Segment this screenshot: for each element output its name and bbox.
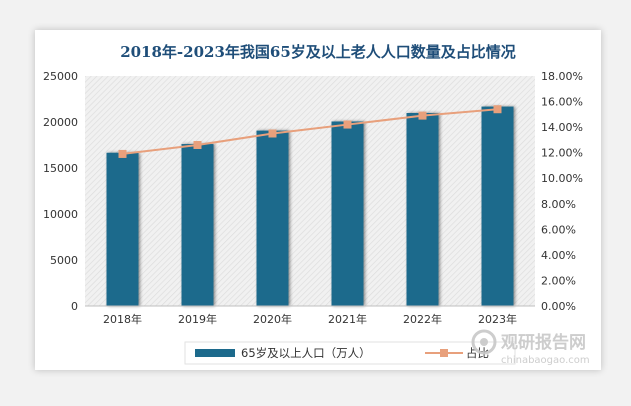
left-tick-label: 0 [71, 300, 78, 313]
legend-swatch-bar [195, 349, 235, 357]
plot-area [85, 76, 535, 306]
left-tick-label: 20000 [43, 116, 78, 129]
left-tick-label: 15000 [43, 162, 78, 175]
line-series [118, 105, 502, 158]
right-tick-label: 4.00% [541, 249, 576, 262]
right-tick-label: 0.00% [541, 300, 576, 313]
watermark-url: chinabaogao.com [501, 355, 590, 366]
bar [106, 152, 139, 306]
x-tick-label: 2023年 [478, 312, 517, 326]
right-tick-label: 10.00% [541, 172, 583, 185]
right-tick-label: 2.00% [541, 274, 576, 287]
x-tick-label: 2022年 [403, 312, 442, 326]
x-tick-label: 2019年 [178, 312, 217, 326]
right-tick-label: 8.00% [541, 198, 576, 211]
watermark-brand: 观研报告网 [500, 332, 586, 353]
x-axis: 2018年 2019年 2020年 2021年 2022年 2023年 [103, 312, 517, 326]
left-axis: 0 5000 10000 15000 20000 25000 [43, 70, 78, 313]
bar [181, 144, 214, 306]
legend-label-line: 占比 [466, 346, 489, 360]
line-point [118, 149, 127, 158]
right-axis: 0.00% 2.00% 4.00% 6.00% 8.00% 10.00% 12.00% 14.… [541, 70, 583, 313]
bar [406, 113, 439, 306]
legend-label-bar: 65岁及以上人口（万人） [241, 346, 371, 360]
line-point [268, 129, 277, 138]
share-line [122, 108, 498, 155]
right-tick-label: 18.00% [541, 70, 583, 83]
chart-card: 2018年-2023年我国65岁及以上老人人口数量及占比情况 0 5000 1000… [35, 30, 601, 370]
right-tick-label: 12.00% [541, 147, 583, 160]
left-tick-label: 5000 [50, 254, 78, 267]
right-tick-label: 14.00% [541, 121, 583, 134]
watermark-logo-icon [471, 329, 497, 355]
right-tick-label: 16.00% [541, 96, 583, 109]
line-point [493, 105, 502, 114]
x-tick-label: 2021年 [328, 312, 367, 326]
x-tick-label: 2018年 [103, 312, 142, 326]
chart: 2018年-2023年我国65岁及以上老人人口数量及占比情况 0 5000 1000… [43, 43, 590, 366]
right-tick-label: 6.00% [541, 223, 576, 236]
bar [331, 121, 364, 306]
x-tick-label: 2020年 [253, 312, 292, 326]
chart-title: 2018年-2023年我国65岁及以上老人人口数量及占比情况 [120, 43, 516, 61]
watermark: 观研报告网 chinabaogao.com [471, 329, 590, 366]
line-point [418, 111, 427, 120]
left-tick-label: 10000 [43, 208, 78, 221]
bar [256, 130, 289, 306]
bar-series [106, 106, 514, 306]
line-point [193, 141, 202, 149]
legend-swatch-marker [440, 349, 448, 357]
left-tick-label: 25000 [43, 70, 78, 83]
line-point [343, 120, 352, 129]
legend [184, 341, 516, 365]
bar [481, 106, 514, 306]
